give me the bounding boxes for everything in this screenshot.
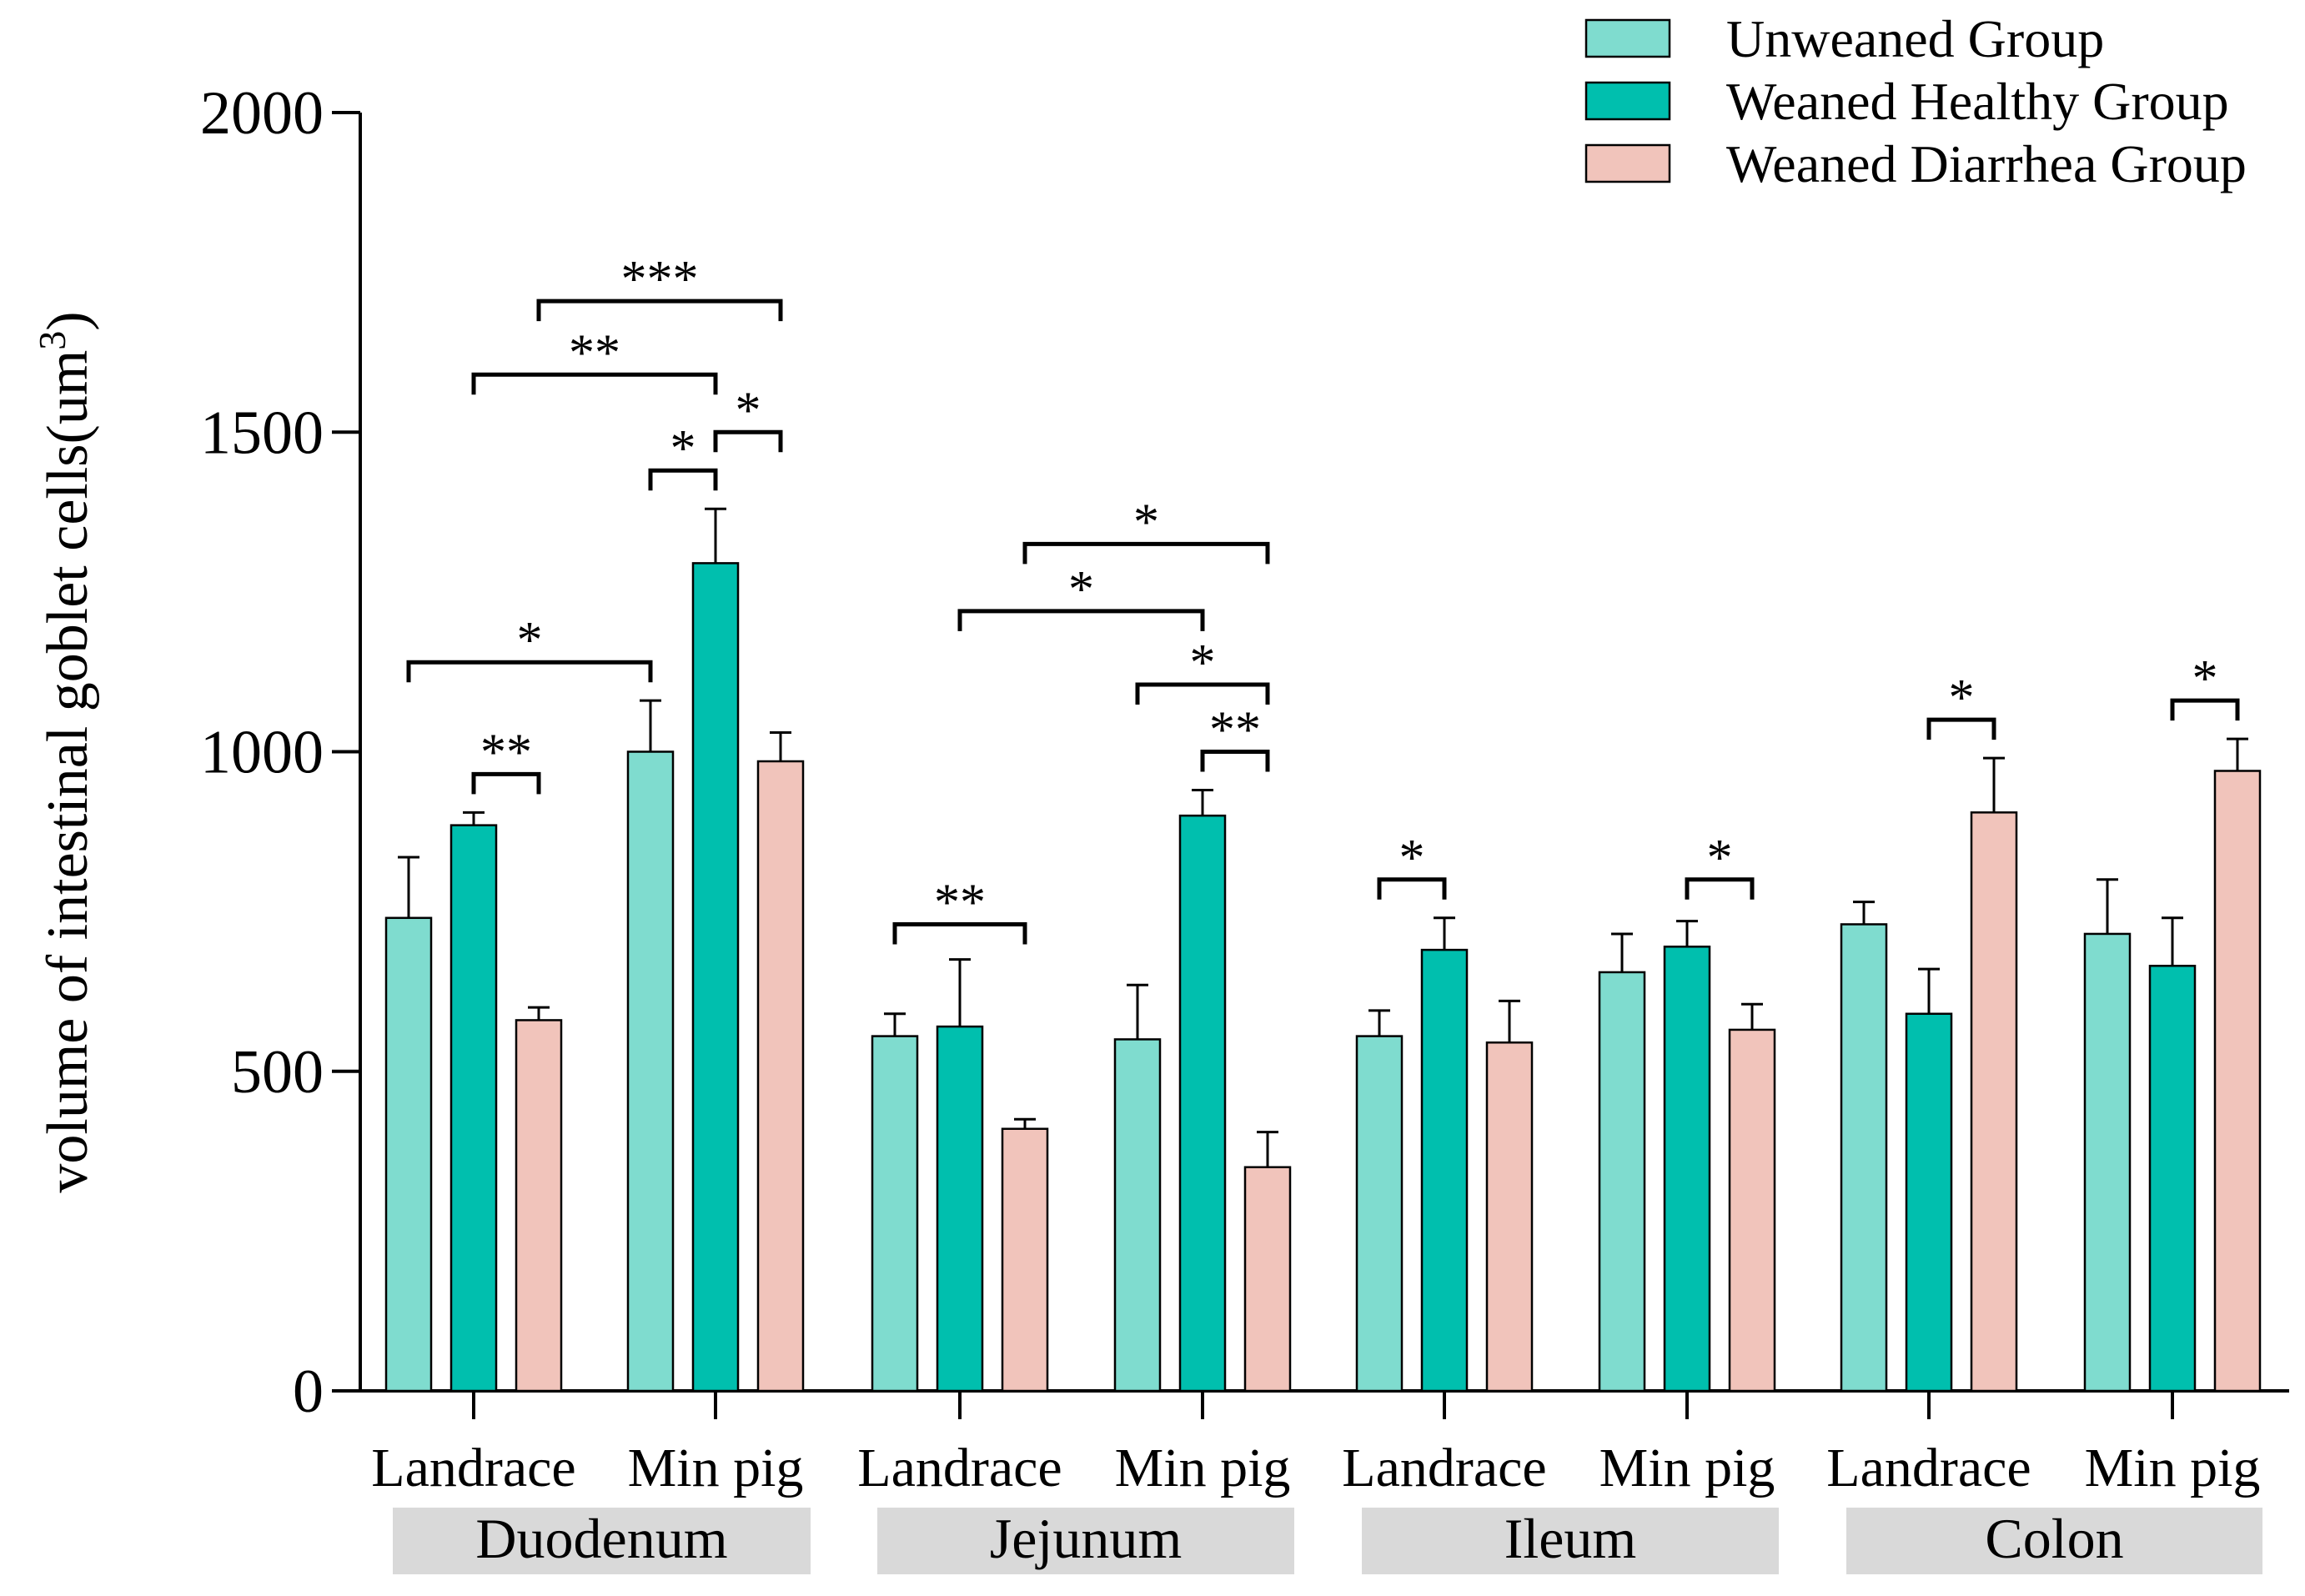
significance-label: * (2192, 650, 2218, 707)
bar (2148, 965, 2197, 1393)
bar (1243, 1166, 1292, 1393)
region-label-box (1362, 1508, 1779, 1574)
bar (1355, 1035, 1404, 1393)
bar (1905, 1012, 1953, 1393)
significance-bracket (1200, 750, 1270, 772)
bar (936, 1025, 984, 1393)
significance-label: ** (480, 724, 532, 780)
significance-label: * (1190, 635, 1216, 691)
bar (515, 1019, 563, 1393)
significance-label: * (736, 382, 761, 439)
bar (1840, 923, 1888, 1393)
region-label: Jejunum (990, 1507, 1182, 1570)
y-tick-label: 1000 (200, 719, 324, 787)
significance-bracket (2170, 698, 2240, 721)
x-tick-label: Min pig (628, 1438, 804, 1498)
region-label-box (877, 1508, 1294, 1574)
significance-label: * (1399, 830, 1425, 886)
bar (1485, 1041, 1534, 1393)
significance-bracket (471, 372, 718, 395)
bar (1598, 971, 1646, 1393)
x-tick-label: Min pig (2085, 1438, 2261, 1498)
bar (691, 562, 740, 1393)
significance-label: * (1068, 561, 1094, 618)
significance-bracket (957, 609, 1205, 631)
y-axis-title: volume of intestinal goblet cells(um3) (31, 311, 100, 1192)
y-axis-title-main: volume of intestinal goblet cells(um (36, 350, 100, 1193)
significance-bracket (1135, 682, 1270, 705)
x-tick-label: Landrace (857, 1438, 1062, 1498)
bar (1420, 948, 1469, 1393)
significance-brackets: ****************** ** * (406, 251, 2240, 945)
x-tick-label: Min pig (1115, 1438, 1291, 1498)
significance-label: * (1707, 830, 1733, 886)
legend-swatch (1584, 143, 1671, 183)
y-tick-label: 2000 (200, 79, 324, 148)
significance-label: ** (934, 874, 986, 931)
significance-bracket (471, 771, 541, 795)
bar (1663, 946, 1711, 1393)
legend-swatch (1584, 81, 1671, 121)
significance-label: * (1949, 670, 1975, 726)
x-tick-label: Landrace (1342, 1438, 1546, 1498)
legend-swatch (1584, 18, 1671, 58)
y-tick-label: 500 (231, 1038, 324, 1107)
y-axis-title-superscript: 3 (31, 331, 73, 350)
significance-label: * (517, 612, 543, 669)
legend-label: Unweaned Group (1726, 9, 2104, 68)
bar (2213, 770, 2262, 1393)
bar (756, 760, 805, 1393)
y-axis-title-close: ) (36, 311, 100, 330)
significance-label: ** (1209, 702, 1261, 759)
region-label-box (393, 1508, 811, 1574)
significance-bracket (536, 299, 783, 322)
bars (384, 507, 2262, 1393)
x-tick-label: Min pig (1599, 1438, 1775, 1498)
bar (626, 750, 675, 1393)
significance-label: ** (569, 324, 620, 381)
bar (1970, 811, 2018, 1393)
bar (2083, 932, 2132, 1393)
bar (1728, 1028, 1776, 1393)
significance-bracket (1685, 877, 1755, 900)
region-label: Ileum (1504, 1507, 1637, 1570)
significance-bracket (406, 660, 653, 683)
region-label: Colon (1985, 1507, 2123, 1570)
significance-bracket (648, 468, 718, 491)
region-label: Duodenum (475, 1507, 727, 1570)
y-tick-label: 0 (293, 1358, 324, 1426)
significance-label: * (1133, 494, 1159, 550)
bar (871, 1035, 919, 1393)
significance-bracket (1926, 717, 1996, 740)
legend-label: Weaned Diarrhea Group (1726, 134, 2247, 193)
significance-bracket (1022, 541, 1270, 565)
bar (1001, 1127, 1049, 1393)
significance-bracket (1377, 877, 1447, 900)
bar (1178, 814, 1227, 1393)
axes: 0 500 1000 1500 2000 volume of intestinal gob… (31, 79, 2289, 1574)
bar (384, 916, 433, 1393)
x-tick-label: Landrace (1826, 1438, 2031, 1498)
significance-bracket (892, 921, 1027, 945)
legend-label: Weaned Healthy Group (1726, 72, 2229, 131)
bar (449, 824, 498, 1393)
bar (1113, 1038, 1162, 1393)
x-tick-label: Landrace (371, 1438, 575, 1498)
y-tick-label: 1500 (200, 399, 324, 467)
significance-label: * (670, 420, 696, 477)
region-label-box (1846, 1508, 2262, 1574)
significance-label: *** (621, 251, 699, 308)
significance-bracket (713, 429, 783, 453)
